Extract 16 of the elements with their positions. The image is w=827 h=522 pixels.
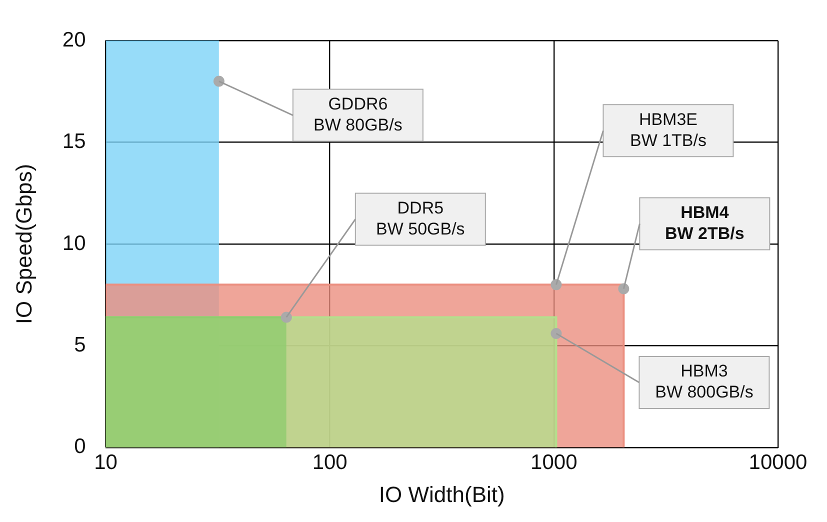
y-axis-title: IO Speed(Gbps) xyxy=(11,164,36,324)
annotation: DDR5 BW 50GB/s xyxy=(376,198,465,238)
annotation: GDDR6 BW 80GB/s xyxy=(314,94,402,134)
y-tick-label: 15 xyxy=(62,130,86,154)
x-tick-label: 10000 xyxy=(748,450,808,474)
y-tick-label: 0 xyxy=(74,435,86,458)
x-tick-label: 10 xyxy=(94,450,118,474)
x-axis-title: IO Width(Bit) xyxy=(378,482,505,507)
y-tick-label: 20 xyxy=(62,28,86,52)
annotation: HBM3E BW 1TB/s xyxy=(630,110,706,150)
annotation: HBM3 BW 800GB/s xyxy=(655,362,754,402)
x-tick-label: 100 xyxy=(312,450,348,474)
annotation: HBM4 BW 2TB/s xyxy=(665,202,744,243)
y-tick-label: 5 xyxy=(74,333,86,356)
y-tick-label: 10 xyxy=(62,232,86,255)
x-tick-label: 1000 xyxy=(530,450,578,474)
